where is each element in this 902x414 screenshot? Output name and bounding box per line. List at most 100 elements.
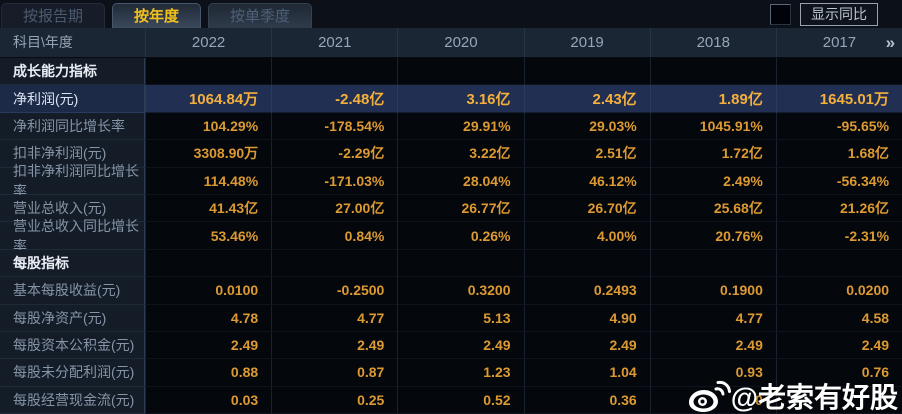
value-cell: 0.52 xyxy=(397,386,524,414)
table-row: 每股净资产(元) 4.78 4.77 5.13 4.90 4.77 4.58 xyxy=(0,304,902,332)
value-cell: 25.68亿 xyxy=(649,194,776,223)
value-cell: -2.48亿 xyxy=(271,85,398,113)
value-cell: 41.43亿 xyxy=(145,194,272,223)
row-label: 扣非净利润同比增长率 xyxy=(0,163,145,199)
value-cell xyxy=(397,58,524,86)
value-cell: 2.49 xyxy=(775,331,902,360)
value-cell: 2.49 xyxy=(271,331,398,360)
period-tabs: 按报告期 按年度 按单季度 xyxy=(1,0,313,28)
table-row: 净利润(元) 1064.84万 -2.48亿 3.16亿 2.43亿 1.89亿 1645.… xyxy=(0,85,902,113)
value-cell: 2.49% xyxy=(649,167,776,195)
value-cell: 0.0100 xyxy=(145,277,272,305)
value-cell xyxy=(145,249,272,278)
value-cell xyxy=(523,58,650,86)
value-cell: 0.76 xyxy=(775,359,902,387)
value-cell xyxy=(271,58,398,86)
value-cell: 1064.84万 xyxy=(145,85,272,113)
value-cell: 0.87 xyxy=(271,359,398,387)
value-cell: -0.2500 xyxy=(271,277,398,305)
value-cell: 0.88 xyxy=(145,359,272,387)
value-cell: 2.49 xyxy=(397,331,524,360)
value-cell: 0.36 xyxy=(523,386,650,414)
table-row: 基本每股收益(元) 0.0100 -0.2500 0.3200 0.2493 0.1900… xyxy=(0,277,902,305)
value-cell xyxy=(145,58,272,86)
table-row: 净利润同比增长率 104.29% -178.54% 29.91% 29.03% 1045.… xyxy=(0,112,902,141)
value-cell: 1.72亿 xyxy=(649,140,776,168)
show-yoy-button[interactable]: 显示同比 xyxy=(800,3,878,26)
row-label: 每股未分配利润(元) xyxy=(0,359,145,387)
value-cell: 46.12% xyxy=(523,167,650,195)
table-header-row: 科目\年度 2022 2021 2020 2019 2018 2017» xyxy=(0,28,902,58)
value-cell: -178.54% xyxy=(271,112,398,141)
value-cell: -95.65% xyxy=(775,112,902,141)
year-header-2017: 2017» xyxy=(775,28,902,57)
value-cell: 2.49 xyxy=(523,331,650,360)
value-cell: 1645.01万 xyxy=(775,85,902,113)
value-cell: 0.93 xyxy=(649,359,776,387)
row-label: 净利润(元) xyxy=(0,85,145,113)
row-label: 营业总收入同比增长率 xyxy=(0,218,145,254)
value-cell: 4.90 xyxy=(523,304,650,332)
value-cell: 4.77 xyxy=(649,304,776,332)
value-cell: 2.49 xyxy=(649,331,776,360)
value-cell xyxy=(271,249,398,278)
value-cell: 26.77亿 xyxy=(397,194,524,223)
tab-by-report-period[interactable]: 按报告期 xyxy=(1,3,106,28)
row-label: 基本每股收益(元) xyxy=(0,277,145,305)
table-row: 每股未分配利润(元) 0.88 0.87 1.23 1.04 0.93 0.76 xyxy=(0,359,902,387)
row-label: 成长能力指标 xyxy=(0,58,145,86)
value-cell: 2.43亿 xyxy=(523,85,650,113)
corner-label: 科目\年度 xyxy=(13,34,73,50)
row-label: 每股净资产(元) xyxy=(0,304,145,332)
value-cell xyxy=(397,249,524,278)
value-cell: 53.46% xyxy=(145,222,272,250)
value-cell: 1045.91% xyxy=(649,112,776,141)
value-cell: 29.03% xyxy=(523,112,650,141)
value-cell: 3308.90万 xyxy=(145,140,272,168)
value-cell: 20.76% xyxy=(649,222,776,250)
year-header-2019: 2019 xyxy=(523,28,650,57)
table-row: 营业总收入(元) 41.43亿 27.00亿 26.77亿 26.70亿 25.68亿 21… xyxy=(0,194,902,223)
value-cell: -171.03% xyxy=(271,167,398,195)
table-row: 每股经营现金流(元) 0.03 0.25 0.52 0.36 0 xyxy=(0,386,902,414)
value-cell: 0.84% xyxy=(271,222,398,250)
value-cell: 4.58 xyxy=(775,304,902,332)
table-row: 每股资本公积金(元) 2.49 2.49 2.49 2.49 2.49 2.49 xyxy=(0,331,902,360)
show-yoy-checkbox[interactable] xyxy=(770,4,791,25)
row-label: 营业总收入(元) xyxy=(0,194,145,223)
value-cell: -2.31% xyxy=(775,222,902,250)
value-cell: -2.29亿 xyxy=(271,140,398,168)
value-cell xyxy=(523,249,650,278)
value-cell: 0.2493 xyxy=(523,277,650,305)
value-cell: 4.00% xyxy=(523,222,650,250)
value-cell xyxy=(775,386,902,414)
table-row: 每股指标 xyxy=(0,249,902,278)
row-label: 每股指标 xyxy=(0,249,145,278)
tab-by-single-quarter[interactable]: 按单季度 xyxy=(208,3,313,28)
more-years-icon[interactable]: » xyxy=(885,33,896,52)
value-cell: 2.49 xyxy=(145,331,272,360)
row-label: 扣非净利润(元) xyxy=(0,140,145,168)
row-label: 每股经营现金流(元) xyxy=(0,386,145,414)
yoy-controls: 显示同比 xyxy=(770,3,878,26)
value-cell: 4.77 xyxy=(271,304,398,332)
tab-bar: 按报告期 按年度 按单季度 显示同比 xyxy=(0,0,902,28)
table-row: 扣非净利润同比增长率 114.48% -171.03% 28.04% 46.12% 2.4… xyxy=(0,163,902,199)
value-cell: 0 xyxy=(649,386,776,414)
value-cell: 0.03 xyxy=(145,386,272,414)
value-cell: 21.26亿 xyxy=(775,194,902,223)
value-cell: 0.26% xyxy=(397,222,524,250)
value-cell: 0.0200 xyxy=(775,277,902,305)
value-cell: -56.34% xyxy=(775,167,902,195)
value-cell: 28.04% xyxy=(397,167,524,195)
tab-by-year[interactable]: 按年度 xyxy=(112,3,202,28)
value-cell: 1.89亿 xyxy=(649,85,776,113)
value-cell: 5.13 xyxy=(397,304,524,332)
value-cell: 27.00亿 xyxy=(271,194,398,223)
table-row: 成长能力指标 xyxy=(0,58,902,86)
value-cell: 4.78 xyxy=(145,304,272,332)
year-header-2020: 2020 xyxy=(397,28,523,57)
value-cell: 1.04 xyxy=(523,359,650,387)
value-cell: 1.23 xyxy=(397,359,524,387)
